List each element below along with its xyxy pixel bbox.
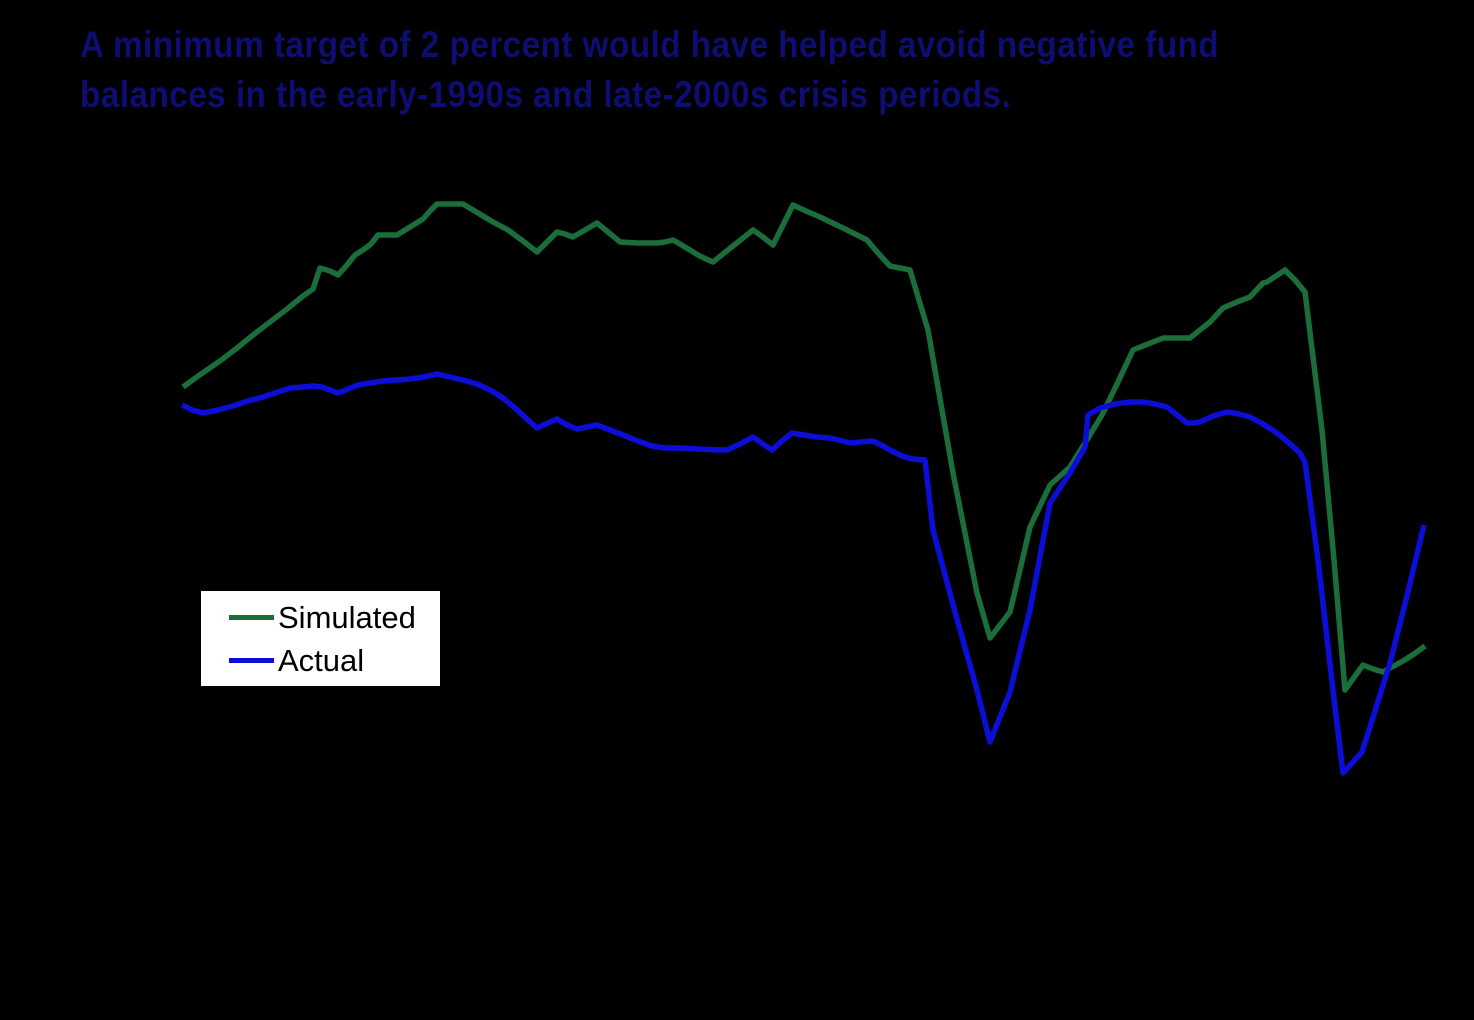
legend: Simulated Actual — [200, 590, 441, 687]
legend-label-simulated: Simulated — [278, 599, 416, 635]
simulated-line-swatch — [229, 614, 274, 620]
chart-title-line1: A minimum target of 2 percent would have… — [80, 24, 1220, 65]
chart-title-line2: balances in the early-1990s and late-200… — [80, 74, 1012, 115]
legend-label-actual: Actual — [278, 642, 365, 678]
legend-item-actual: Actual — [229, 645, 440, 676]
chart-title: A minimum target of 2 percent would have… — [80, 20, 1219, 120]
series-line-simulated — [181, 201, 1427, 693]
legend-item-simulated: Simulated — [229, 602, 440, 633]
series-line-actual — [180, 371, 1427, 776]
actual-line-swatch — [229, 657, 274, 663]
